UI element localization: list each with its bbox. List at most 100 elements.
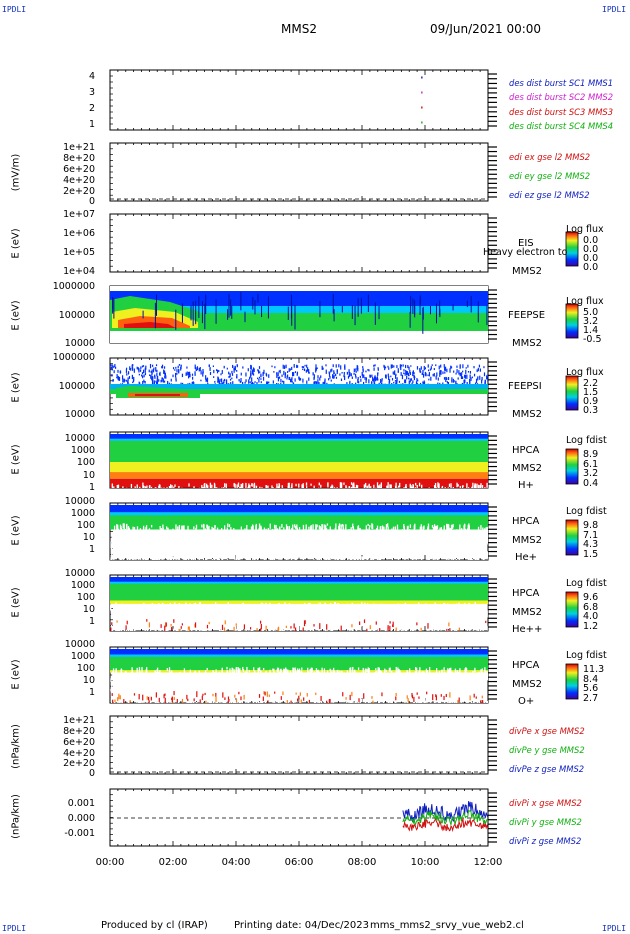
speck bbox=[315, 531, 318, 539]
speck bbox=[295, 538, 297, 544]
speck bbox=[229, 547, 231, 554]
speck bbox=[412, 613, 414, 620]
dot bbox=[116, 374, 118, 377]
speck bbox=[309, 547, 311, 555]
speck bbox=[188, 483, 190, 487]
corner-label-tl: IPDLI bbox=[2, 5, 27, 14]
speck bbox=[416, 605, 419, 611]
speck bbox=[172, 536, 174, 543]
speck bbox=[208, 525, 210, 530]
speck bbox=[233, 682, 236, 691]
speck bbox=[170, 609, 173, 615]
dot bbox=[217, 378, 220, 383]
speck bbox=[329, 558, 331, 560]
speck bbox=[234, 622, 236, 627]
speck bbox=[325, 528, 328, 532]
dot bbox=[114, 364, 116, 367]
speck bbox=[175, 627, 177, 630]
speck bbox=[425, 616, 427, 620]
speck bbox=[397, 530, 399, 538]
speck bbox=[259, 552, 261, 559]
speck bbox=[246, 553, 249, 559]
speck bbox=[330, 628, 332, 631]
red-dot bbox=[416, 622, 418, 626]
speck bbox=[375, 529, 378, 532]
speck bbox=[453, 603, 455, 609]
speck bbox=[372, 530, 374, 534]
speck bbox=[208, 628, 210, 631]
speck bbox=[179, 671, 181, 676]
speck bbox=[325, 531, 328, 535]
speck bbox=[185, 628, 187, 631]
speck bbox=[426, 547, 428, 554]
speck bbox=[481, 620, 483, 624]
speck bbox=[144, 536, 147, 543]
speck bbox=[252, 701, 255, 703]
dot bbox=[457, 377, 459, 380]
speck bbox=[206, 620, 209, 628]
speck bbox=[171, 607, 173, 611]
speck bbox=[294, 555, 296, 560]
dot bbox=[151, 379, 154, 385]
dot bbox=[423, 365, 425, 371]
speck bbox=[371, 548, 374, 556]
speck bbox=[259, 531, 261, 537]
speck bbox=[116, 524, 118, 531]
speck bbox=[254, 555, 256, 560]
speck bbox=[207, 679, 209, 683]
speck bbox=[456, 697, 459, 702]
speck bbox=[176, 548, 178, 552]
speck bbox=[335, 549, 337, 556]
speck bbox=[216, 536, 218, 541]
speck bbox=[338, 547, 340, 550]
speck bbox=[436, 630, 439, 631]
dot bbox=[175, 372, 177, 378]
speck bbox=[224, 612, 227, 621]
speck bbox=[403, 525, 405, 532]
speck bbox=[486, 535, 488, 544]
speck bbox=[312, 623, 314, 629]
speck bbox=[309, 559, 311, 560]
dot bbox=[228, 376, 230, 379]
speck bbox=[151, 680, 153, 687]
speck bbox=[277, 542, 279, 550]
speck bbox=[400, 629, 403, 631]
dot bbox=[315, 367, 317, 371]
speck bbox=[389, 683, 391, 691]
dot bbox=[404, 379, 407, 384]
speck bbox=[484, 551, 486, 557]
speck bbox=[327, 558, 329, 560]
dot bbox=[252, 373, 255, 376]
speck bbox=[126, 535, 128, 539]
dot bbox=[159, 372, 161, 376]
speck bbox=[210, 534, 212, 541]
speck bbox=[464, 677, 466, 683]
red-dot bbox=[194, 622, 197, 628]
speck bbox=[119, 534, 121, 541]
dot bbox=[361, 371, 363, 376]
dot bbox=[161, 377, 163, 380]
speck bbox=[322, 525, 324, 531]
speck bbox=[183, 525, 185, 533]
dot bbox=[391, 364, 393, 368]
speck bbox=[243, 541, 245, 547]
speck bbox=[466, 623, 469, 631]
speck bbox=[219, 622, 221, 626]
speck bbox=[311, 530, 313, 535]
speck bbox=[358, 619, 360, 627]
dot bbox=[163, 369, 165, 374]
dot bbox=[391, 378, 394, 381]
speck bbox=[330, 487, 332, 488]
streak bbox=[154, 302, 156, 329]
speck bbox=[123, 538, 125, 547]
speck bbox=[211, 696, 213, 703]
dot bbox=[416, 378, 418, 382]
speck bbox=[430, 625, 432, 628]
dot bbox=[149, 364, 152, 369]
speck bbox=[368, 609, 370, 613]
speck bbox=[216, 487, 218, 488]
streak bbox=[409, 311, 411, 328]
dot bbox=[364, 376, 366, 380]
dot bbox=[302, 366, 305, 369]
speck bbox=[337, 544, 340, 551]
